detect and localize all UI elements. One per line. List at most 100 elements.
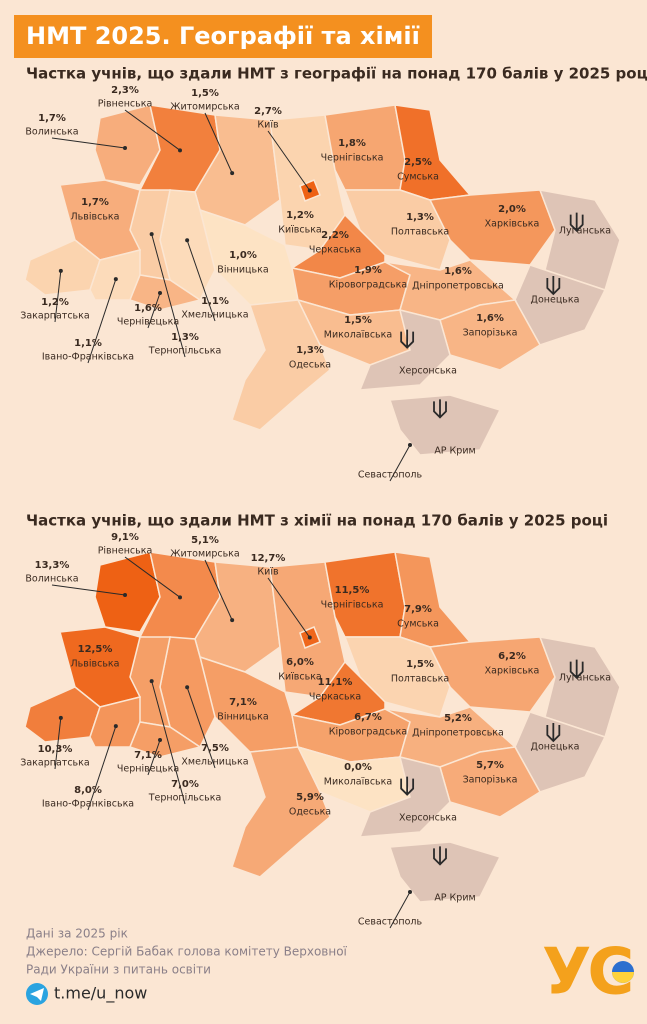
leader-dot [123,593,127,597]
leader-line [51,584,126,596]
region-name: Севастополь [358,470,423,481]
occupied-icon [400,776,415,796]
value-label: 1,6% [444,266,472,277]
value-label: 11,1% [318,677,353,688]
region-name: Чернівецька [117,764,179,775]
leader-line [151,234,186,358]
leader-dot [123,146,127,150]
value-label: 1,6% [476,313,504,324]
leader-dot [149,232,154,237]
footer-source: Ради України з питань освіти [26,963,211,977]
region-name: АР Крим [434,893,475,904]
region [428,636,556,713]
region-name: Закарпатська [20,758,89,769]
region-name: Закарпатська [20,311,89,322]
region-name: Тернопільська [148,793,222,804]
occupied-region [388,841,502,903]
leader-line [186,240,216,322]
leader-line [87,279,117,364]
value-label: 5,9% [296,792,324,803]
region-name: Чернігівська [321,600,384,611]
leader-dot [113,724,118,729]
map: Волинська 13,3% Рівненська 9,1% Житомирська 5… [20,532,621,929]
leader-dot [230,171,235,176]
value-label: 1,0% [229,250,257,261]
region-name: Житомирська [170,102,240,113]
occupied-icon [433,846,447,866]
region-name: Львівська [71,659,120,670]
region-name: Херсонська [399,366,457,377]
region-name: Чернівецька [117,317,179,328]
value-label: 1,1% [74,338,102,349]
region [231,299,331,431]
region-name: Хмельницька [181,310,248,321]
value-label: 13,3% [35,560,70,571]
region-name: Тернопільська [148,346,222,357]
region-name: Полтавська [391,227,449,238]
region-name: Івано-Франківська [42,352,134,363]
value-label: 2,7% [254,106,282,117]
leader-dot [408,890,412,894]
leader-line [389,891,411,929]
map-title: Частка учнів, що здали НМТ з географії н… [26,65,647,83]
leader-line [87,726,117,811]
telegram-plane [30,988,44,1001]
region-name: Миколаївська [324,330,392,341]
footer-link[interactable]: t.me/u_now [54,984,147,1004]
leader-line [186,687,216,769]
region-name: Сумська [397,619,439,630]
occupied-region [358,308,451,391]
region-name: Луганська [559,673,611,684]
region-name: Кіровоградська [329,727,407,738]
value-label: 1,3% [296,345,324,356]
region-name: Вінницька [217,265,268,276]
leader-dot [178,595,182,600]
value-label: 2,3% [111,85,139,96]
region-name: Миколаївська [324,777,392,788]
region-name: Запорізька [463,328,518,339]
value-label: 1,3% [171,332,199,343]
region-name: АР Крим [434,446,475,457]
value-label: 1,5% [344,315,372,326]
region-name: Дніпропетровська [412,281,504,292]
occupied-icon [569,212,584,232]
region-name: Київ [257,120,279,131]
region-name: Луганська [559,226,611,237]
leader-line [54,717,62,770]
value-label: 5,1% [191,535,219,546]
value-label: 2,2% [321,230,349,241]
value-label: 5,2% [444,713,472,724]
occupied-icon [546,276,561,296]
leader-dot [185,238,190,243]
value-label: 1,1% [201,296,229,307]
occupied-icon [433,399,447,419]
leader-line [147,292,161,329]
leader-dot [113,277,118,282]
region-name: Харківська [485,219,540,230]
region-name: Черкаська [309,245,361,256]
value-label: 7,5% [201,743,229,754]
region-name: Херсонська [399,813,457,824]
region-name: Одеська [289,360,331,371]
occupied-icon [546,723,561,743]
value-label: 1,5% [191,88,219,99]
value-label: 1,6% [134,303,162,314]
value-label: 11,5% [335,585,370,596]
value-label: 6,2% [498,651,526,662]
leader-dot [58,715,63,720]
region-name: Івано-Франківська [42,799,134,810]
occupied-icon [569,659,584,679]
leader-line [124,556,181,598]
region-name: Чернігівська [321,153,384,164]
region-name: Черкаська [309,692,361,703]
occupied-region [358,755,451,838]
value-label: 1,2% [41,297,69,308]
region-name: Харківська [485,666,540,677]
title: НМТ 2025. Географії та хімії [26,22,420,50]
value-label: 7,9% [404,604,432,615]
region-name: Донецька [531,295,580,306]
value-label: 1,2% [286,210,314,221]
leader-dot [158,291,162,295]
value-label: 7,0% [171,779,199,790]
